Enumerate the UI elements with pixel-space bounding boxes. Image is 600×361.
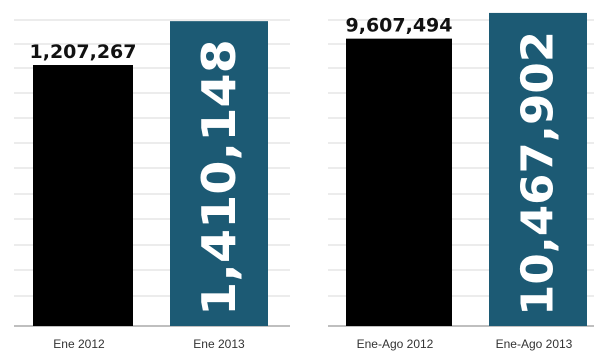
category-label: Ene-Ago 2013 xyxy=(496,337,573,351)
value-label-rotated: 10,467,902 xyxy=(513,31,564,316)
category-label: Ene 2013 xyxy=(193,337,245,351)
category-label: Ene-Ago 2012 xyxy=(357,337,434,351)
bar-current-year xyxy=(170,21,268,326)
value-label: 1,207,267 xyxy=(30,41,137,63)
chart-panel-year-to-date: 9,607,494 Ene-Ago 2012 10,467,902 Ene-Ago 2… xyxy=(328,12,594,351)
chart-panel-monthly: 1,207,267 Ene 2012 1,410,148 Ene 2013 xyxy=(14,19,290,351)
category-label: Ene 2012 xyxy=(53,337,105,351)
bar-current-year xyxy=(489,12,587,326)
bar-previous-year xyxy=(346,38,452,326)
value-label: 9,607,494 xyxy=(346,15,453,37)
value-label-rotated: 1,410,148 xyxy=(192,39,246,316)
bar-previous-year xyxy=(33,65,133,326)
